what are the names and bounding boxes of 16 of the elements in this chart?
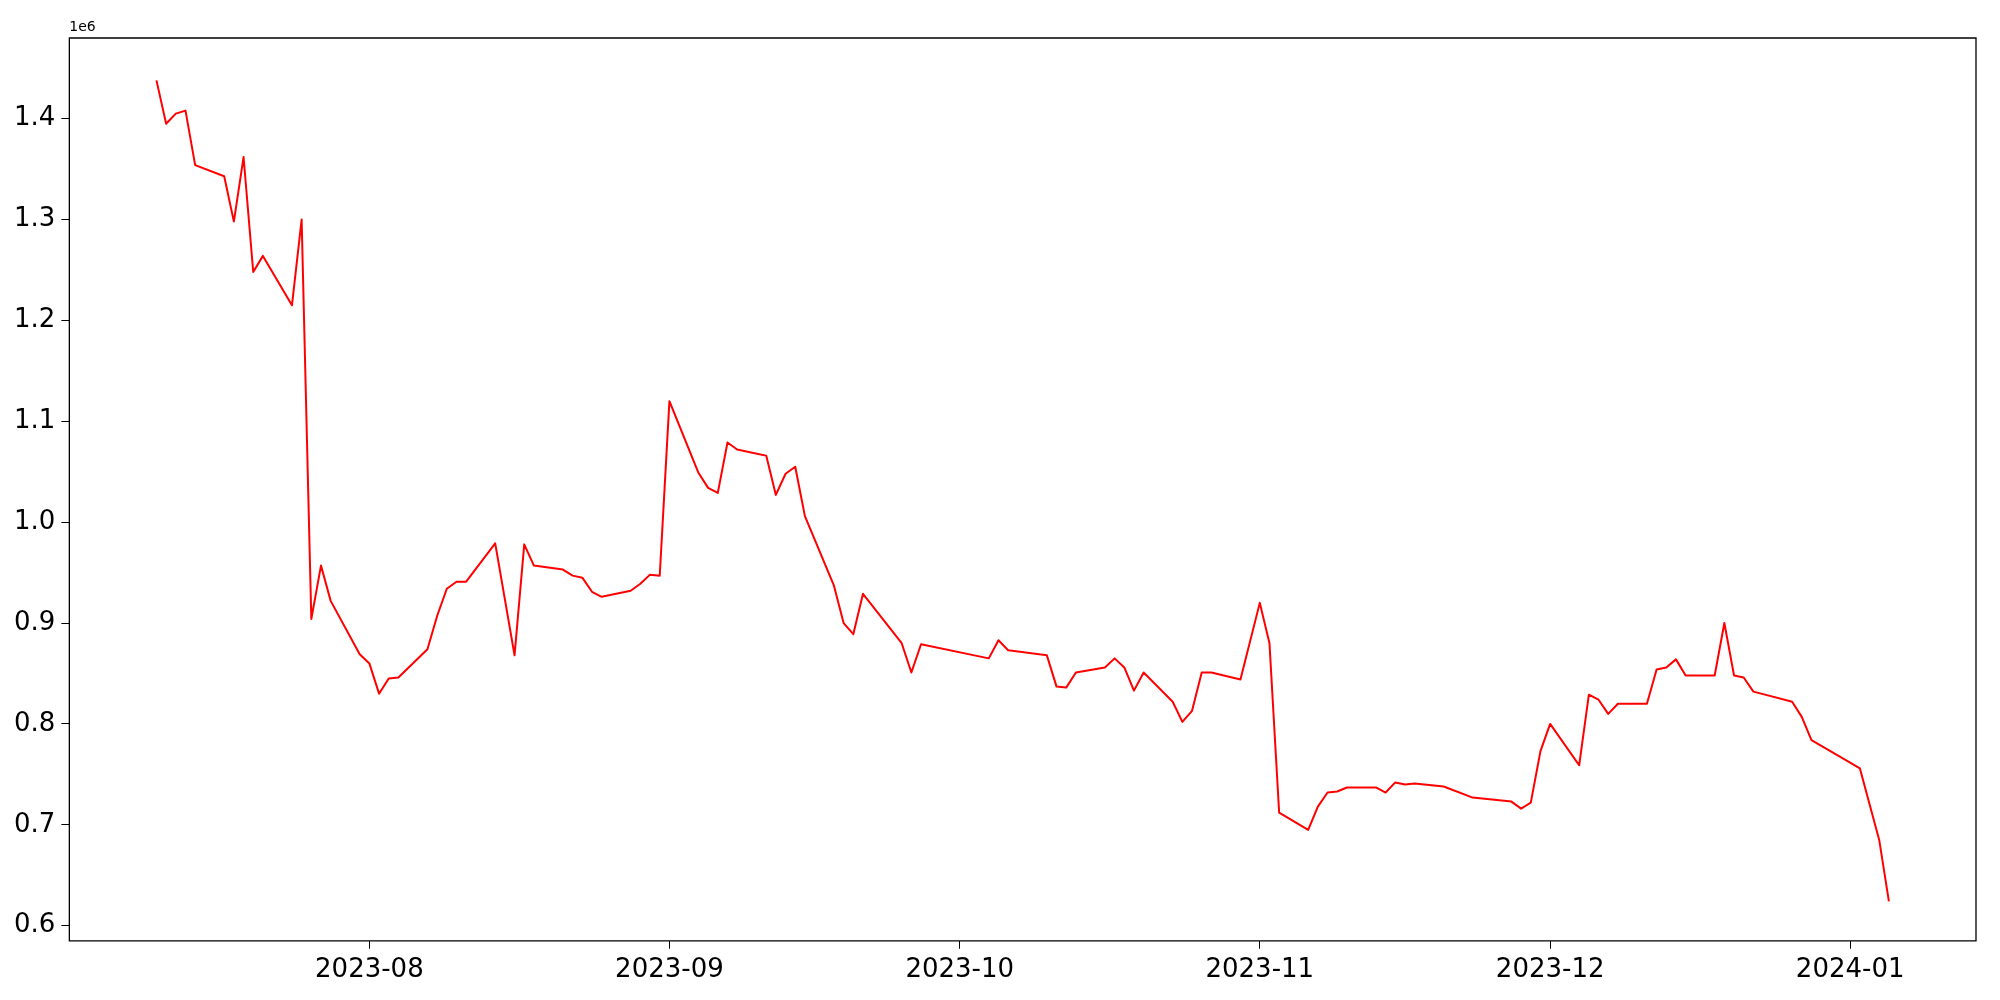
y-tick-label: 0.6: [13, 908, 56, 939]
y-tick-label: 0.8: [13, 706, 56, 737]
x-tick-label: 2023-10: [905, 953, 1015, 984]
x-tick-label: 2023-08: [315, 953, 424, 984]
y-tick-label: 1.1: [13, 404, 56, 435]
y-tick-label: 1.4: [13, 101, 56, 132]
y-tick-label: 1.3: [13, 202, 56, 233]
x-tick-label: 2024-01: [1795, 953, 1905, 984]
x-tick-label: 2023-12: [1495, 953, 1605, 984]
x-tick-label: 2023-09: [615, 953, 724, 984]
text: 1e6: [69, 17, 96, 34]
y-tick-label: 0.7: [13, 807, 56, 838]
y-tick-label: 0.9: [13, 605, 56, 636]
x-tick-label: 2023-11: [1205, 953, 1315, 984]
y-tick-label: 1.2: [13, 303, 56, 334]
y-tick-label: 1.0: [13, 504, 56, 535]
